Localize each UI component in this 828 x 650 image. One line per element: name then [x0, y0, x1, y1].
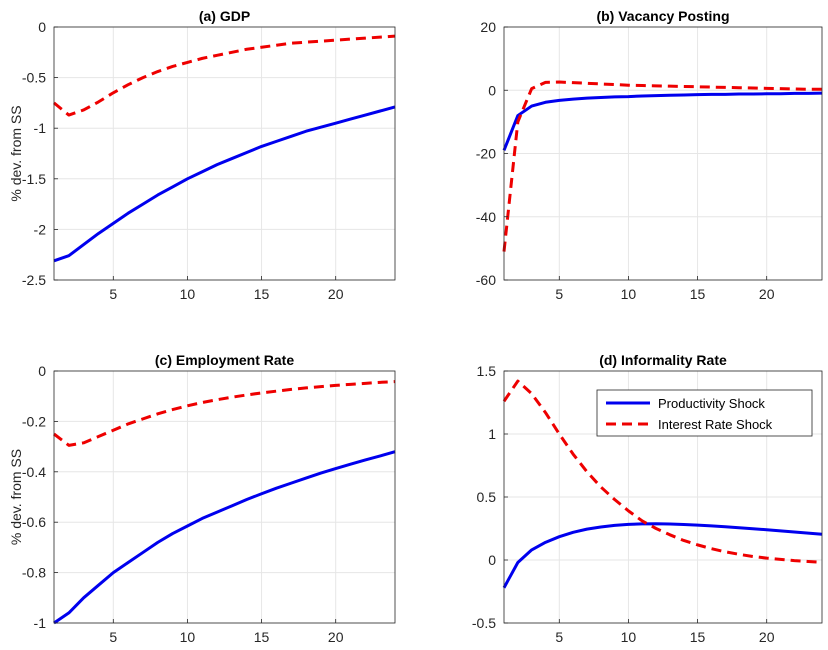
x-tick-label: 15	[690, 286, 706, 302]
chart-title: (c) Employment Rate	[155, 352, 294, 368]
legend-label: Productivity Shock	[658, 396, 765, 411]
series-line-productivity	[53, 450, 396, 625]
x-tick-label: 10	[180, 286, 196, 302]
x-tick-label: 15	[254, 286, 270, 302]
y-tick-label: -0.4	[22, 464, 46, 480]
y-tick-label: 0	[488, 552, 496, 568]
panel-2: 5 10 15 20 20 0 -20 -40 -60 (b) Vacancy Posting	[476, 8, 823, 302]
chart-title: (a) GDP	[199, 8, 250, 24]
y-tick-label: 1	[488, 426, 496, 442]
series-line-interest-rate	[53, 34, 396, 117]
y-tick-label: -0.8	[22, 565, 46, 581]
y-tick-label: -2.5	[22, 272, 46, 288]
chart-title: (b) Vacancy Posting	[596, 8, 729, 24]
x-tick-label: 20	[328, 629, 344, 645]
y-tick-label: -0.5	[22, 70, 46, 86]
x-tick-label: 20	[328, 286, 344, 302]
x-tick-label: 10	[621, 286, 637, 302]
x-tick-label: 5	[109, 629, 117, 645]
y-tick-label: 0	[38, 363, 46, 379]
y-tick-label: 0	[38, 19, 46, 35]
x-tick-label: 20	[759, 286, 775, 302]
series-line-interest-rate	[502, 80, 822, 252]
y-tick-label: -0.2	[22, 413, 46, 429]
x-tick-label: 10	[621, 629, 637, 645]
y-tick-label: -1.5	[22, 171, 46, 187]
x-tick-label: 5	[555, 629, 563, 645]
y-tick-label: -40	[476, 209, 496, 225]
legend: Productivity Shock Interest Rate Shock	[596, 389, 813, 437]
y-tick-label: -1	[34, 615, 47, 631]
axes-box	[53, 370, 396, 624]
x-tick-label: 10	[180, 629, 196, 645]
y-axis-label: % dev. from SS	[8, 105, 24, 201]
x-tick-label: 5	[555, 286, 563, 302]
series-line-interest-rate	[502, 379, 823, 564]
legend-label: Interest Rate Shock	[658, 417, 773, 432]
x-tick-label: 15	[690, 629, 706, 645]
y-tick-label: -60	[476, 272, 496, 288]
x-tick-label: 5	[109, 286, 117, 302]
axes-box	[53, 26, 396, 281]
panel-4: 5 10 15 20 1.5 1 0.5 0 -0.5 (d) Informality Rate P…	[472, 352, 823, 645]
y-tick-label: 20	[480, 19, 496, 35]
panel-1: 5 10 15 20 0 -0.5 -1 -1.5 -2 -2.5 (a) GDP % dev. fr…	[8, 8, 396, 302]
plot-area	[54, 27, 395, 280]
y-tick-label: -1	[34, 120, 47, 136]
legend-box	[596, 389, 813, 437]
y-tick-label: -20	[476, 146, 496, 162]
chart-title: (d) Informality Rate	[599, 352, 727, 368]
series-line-productivity	[53, 105, 396, 263]
y-tick-label: 0	[488, 82, 496, 98]
series-line-productivity	[502, 91, 823, 151]
y-tick-label: -2	[34, 221, 47, 237]
y-tick-label: 0.5	[477, 489, 497, 505]
y-tick-label: -0.5	[472, 615, 496, 631]
y-tick-label: 1.5	[477, 363, 497, 379]
y-axis-label: % dev. from SS	[8, 449, 24, 545]
series-line-productivity	[502, 522, 823, 589]
x-tick-label: 20	[759, 629, 775, 645]
plot-area	[54, 371, 395, 623]
series-line-interest-rate	[53, 380, 396, 447]
x-tick-label: 15	[254, 629, 270, 645]
panel-3: 5 10 15 20 0 -0.2 -0.4 -0.6 -0.8 -1 (c) Employment…	[8, 352, 396, 645]
y-tick-label: -0.6	[22, 514, 46, 530]
